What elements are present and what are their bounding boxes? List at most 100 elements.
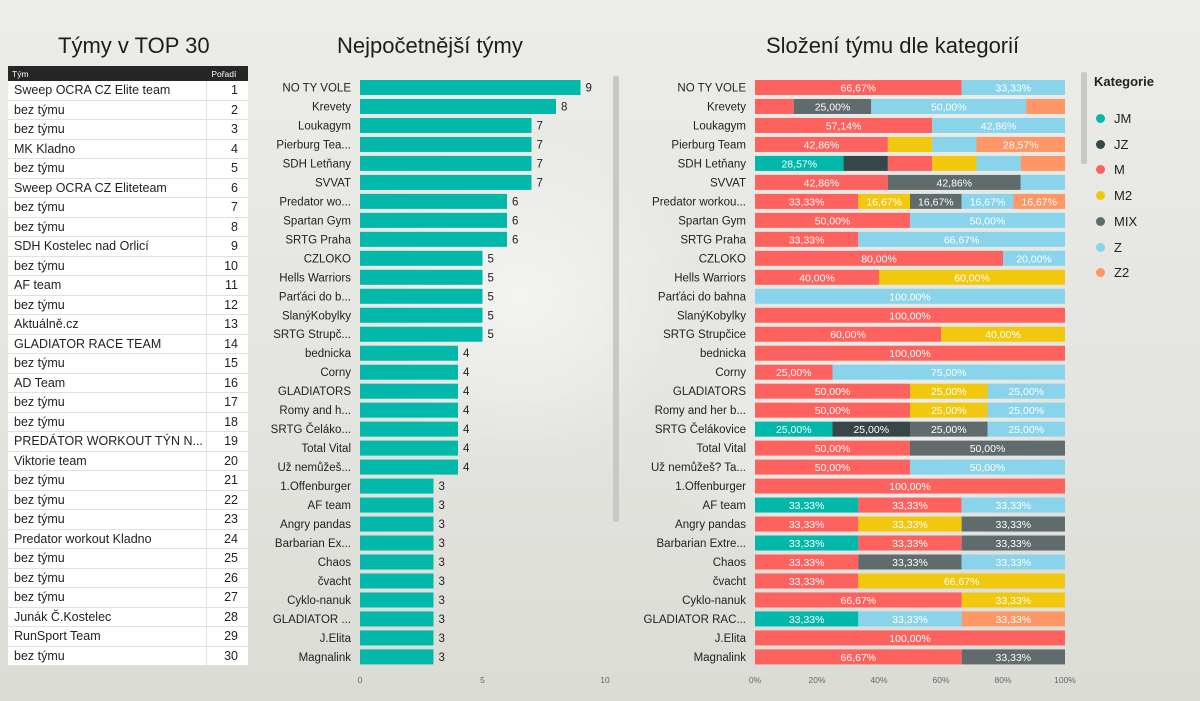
table-row[interactable]: MK Kladno 4	[8, 139, 248, 159]
table-row[interactable]: bez týmu 23	[8, 510, 248, 530]
stacked-segment-mix[interactable]	[961, 649, 1065, 665]
stacked-segment-jm[interactable]	[755, 611, 859, 627]
bar[interactable]	[360, 326, 483, 342]
stacked-segment-m[interactable]	[755, 345, 1065, 361]
stacked-segment-jm[interactable]	[755, 535, 859, 551]
stacked-segment-z[interactable]	[987, 402, 1066, 418]
stacked-segment-z[interactable]	[932, 117, 1065, 133]
legend-item-mix[interactable]: MIX	[1096, 214, 1137, 229]
table-row[interactable]: RunSport Team 29	[8, 627, 248, 647]
table-row[interactable]: bez týmu 25	[8, 549, 248, 569]
stacked-segment-m[interactable]	[755, 250, 1003, 266]
bar[interactable]	[360, 440, 458, 456]
stacked-segment-z[interactable]	[871, 98, 1027, 114]
stacked-segment-m2[interactable]	[932, 155, 977, 171]
stacked-segment-mix[interactable]	[793, 98, 872, 114]
table-row[interactable]: bez týmu 12	[8, 295, 248, 315]
stacked-segment-m[interactable]	[755, 440, 910, 456]
stacked-segment-m[interactable]	[755, 80, 962, 95]
bar[interactable]	[360, 345, 458, 361]
stacked-segment-z[interactable]	[1003, 250, 1065, 266]
stacked-segment-m[interactable]	[755, 554, 859, 570]
table-row[interactable]: Junák Č.Kostelec 28	[8, 607, 248, 627]
stacked-segment-mix[interactable]	[887, 174, 1021, 190]
table-row[interactable]: bez týmu 17	[8, 393, 248, 413]
table-row[interactable]: bez týmu 5	[8, 159, 248, 179]
table-row[interactable]: bez týmu 15	[8, 354, 248, 374]
stacked-segment-jz[interactable]	[832, 421, 911, 437]
bar[interactable]	[360, 630, 434, 646]
bar[interactable]	[360, 155, 532, 171]
stacked-segment-m2[interactable]	[858, 573, 1065, 589]
stacked-segment-z[interactable]	[976, 155, 1021, 171]
table-row[interactable]: bez týmu 3	[8, 120, 248, 140]
stacked-segment-m[interactable]	[755, 174, 888, 190]
table-row[interactable]: bez týmu 21	[8, 471, 248, 491]
stacked-segment-z[interactable]	[910, 212, 1065, 228]
stacked-segment-m2[interactable]	[858, 193, 910, 209]
bar[interactable]	[360, 250, 483, 266]
stacked-segment-z2[interactable]	[961, 611, 1065, 627]
table-row[interactable]: SDH Kostelec nad Orlicí 9	[8, 237, 248, 257]
bar[interactable]	[360, 611, 434, 627]
bar[interactable]	[360, 307, 483, 323]
stacked-segment-m[interactable]	[755, 459, 910, 475]
bar[interactable]	[360, 459, 458, 475]
table-row[interactable]: bez týmu 10	[8, 256, 248, 276]
bar[interactable]	[360, 649, 434, 665]
bar[interactable]	[360, 80, 581, 95]
stacked-segment-m[interactable]	[755, 326, 941, 342]
stacked-segment-z[interactable]	[987, 383, 1066, 399]
stacked-segment-z2[interactable]	[1020, 155, 1066, 171]
column-header-rank[interactable]: Pořadí	[209, 69, 248, 79]
table-row[interactable]: Sweep OCRA CZ Eliteteam 6	[8, 178, 248, 198]
stacked-segment-mix[interactable]	[961, 535, 1065, 551]
stacked-segment-z2[interactable]	[1013, 193, 1066, 209]
bar[interactable]	[360, 136, 532, 152]
stacked-segment-m[interactable]	[755, 573, 859, 589]
stacked-segment-m2[interactable]	[941, 326, 1065, 342]
stacked-segment-m[interactable]	[755, 98, 794, 114]
stacked-segment-m[interactable]	[755, 117, 933, 133]
bar[interactable]	[360, 231, 507, 247]
stacked-segment-m[interactable]	[755, 193, 859, 209]
stacked-segment-m[interactable]	[755, 649, 962, 665]
stacked-segment-mix[interactable]	[961, 516, 1065, 532]
legend-item-z[interactable]: Z	[1096, 240, 1122, 255]
stacked-segment-z[interactable]	[858, 231, 1065, 247]
stacked-segment-mix[interactable]	[858, 554, 962, 570]
stacked-segment-m[interactable]	[755, 630, 1065, 646]
stacked-segment-m[interactable]	[858, 535, 962, 551]
stacked-segment-m[interactable]	[887, 155, 933, 171]
stacked-segment-jm[interactable]	[755, 155, 844, 171]
bar[interactable]	[360, 535, 434, 551]
legend-item-z2[interactable]: Z2	[1096, 265, 1129, 280]
table-row[interactable]: PREDÁTOR WORKOUT TÝN N... 19	[8, 432, 248, 452]
stacked-segment-m2[interactable]	[961, 592, 1065, 608]
bar[interactable]	[360, 592, 434, 608]
stacked-segment-z[interactable]	[961, 497, 1065, 513]
stacked-segment-m[interactable]	[755, 592, 962, 608]
stacked-segment-z2[interactable]	[1026, 98, 1065, 114]
table-row[interactable]: bez týmu 8	[8, 217, 248, 237]
table-row[interactable]: Viktorie team 20	[8, 451, 248, 471]
bar[interactable]	[360, 98, 556, 114]
bar[interactable]	[360, 269, 483, 285]
legend-item-jz[interactable]: JZ	[1096, 137, 1128, 152]
bar[interactable]	[360, 402, 458, 418]
stacked-segment-z[interactable]	[961, 80, 1065, 95]
stacked-segment-jz[interactable]	[843, 155, 888, 171]
stacked-segment-m[interactable]	[858, 497, 962, 513]
table-row[interactable]: bez týmu 26	[8, 568, 248, 588]
bar[interactable]	[360, 554, 434, 570]
bar[interactable]	[360, 478, 434, 494]
stacked-segment-m[interactable]	[755, 402, 910, 418]
stacked-segment-m[interactable]	[755, 383, 910, 399]
bar[interactable]	[360, 364, 458, 380]
stacked-segment-m[interactable]	[755, 364, 833, 380]
stacked-segment-mix[interactable]	[910, 440, 1065, 456]
table-row[interactable]: bez týmu 7	[8, 198, 248, 218]
stacked-segment-m[interactable]	[755, 136, 888, 152]
stacked-segment-z[interactable]	[755, 288, 1065, 304]
stacked-segment-m[interactable]	[755, 231, 859, 247]
